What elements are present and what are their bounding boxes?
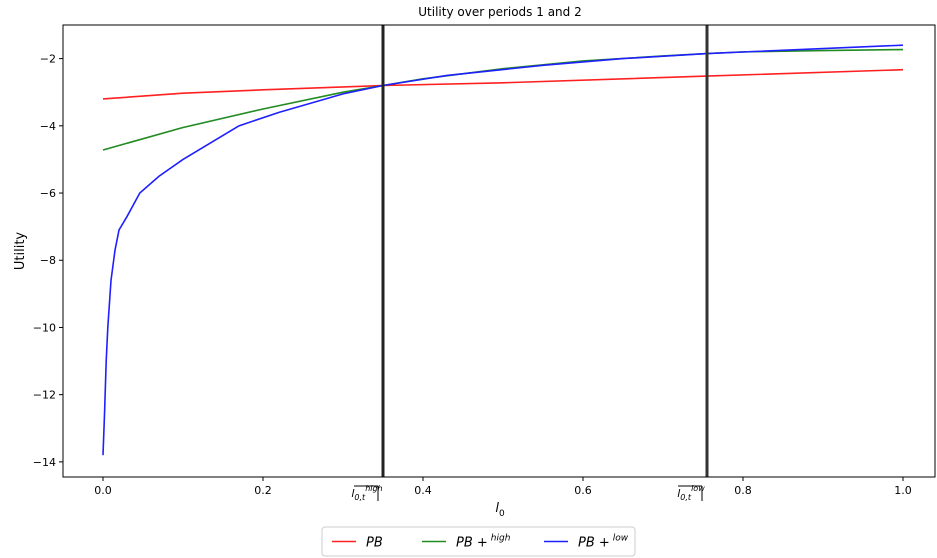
x-axis-label-sub: 0 [499, 509, 505, 519]
vertical-line-label-base: l [351, 487, 354, 500]
vertical-line-label: l0,tlow [677, 484, 705, 502]
x-tick-label: 0.2 [254, 484, 272, 497]
y-tick-label: −2 [40, 53, 56, 66]
legend-label: PB [366, 536, 383, 551]
vertical-line-label-sub: 0,t [354, 493, 366, 502]
vertical-line-label-base: l [677, 487, 680, 500]
legend-label: PB + low [578, 534, 629, 551]
x-tick-label: 0.6 [574, 484, 592, 497]
plot-frame [62, 24, 936, 478]
y-axis-label: Utility [13, 232, 28, 271]
legend-box [321, 526, 636, 557]
vertical-line-label-sub: 0,t [680, 493, 692, 502]
x-tick-label: 1.0 [894, 484, 912, 497]
y-tick-label: −12 [33, 389, 56, 402]
legend-label-name: PB + [456, 536, 488, 551]
legend-label-name: PB + [578, 536, 610, 551]
series-line [102, 68, 904, 100]
y-tick-label: −14 [33, 456, 56, 469]
vertical-line-label-sup: high [365, 484, 382, 493]
chart-title: Utility over periods 1 and 2 [418, 5, 581, 19]
legend-label-name: PB [366, 536, 383, 551]
series-line [102, 44, 904, 456]
x-tick-label: 0.8 [734, 484, 752, 497]
y-tick-label: −4 [40, 120, 56, 133]
y-tick-label: −8 [40, 254, 56, 267]
x-axis-label-base: l [495, 501, 499, 516]
vertical-line-label: l0,thigh [351, 484, 382, 502]
x-axis-label: l0 [495, 501, 505, 519]
y-tick-label: −6 [40, 187, 56, 200]
legend-label-sup: low [613, 534, 629, 544]
y-tick-label: −10 [33, 321, 56, 334]
vertical-line-label-sup: low [691, 484, 705, 493]
x-tick-label: 0.0 [94, 484, 112, 497]
legend-label: PB + high [456, 534, 511, 551]
legend-label-sup: high [491, 534, 511, 544]
x-tick-label: 0.4 [414, 484, 432, 497]
